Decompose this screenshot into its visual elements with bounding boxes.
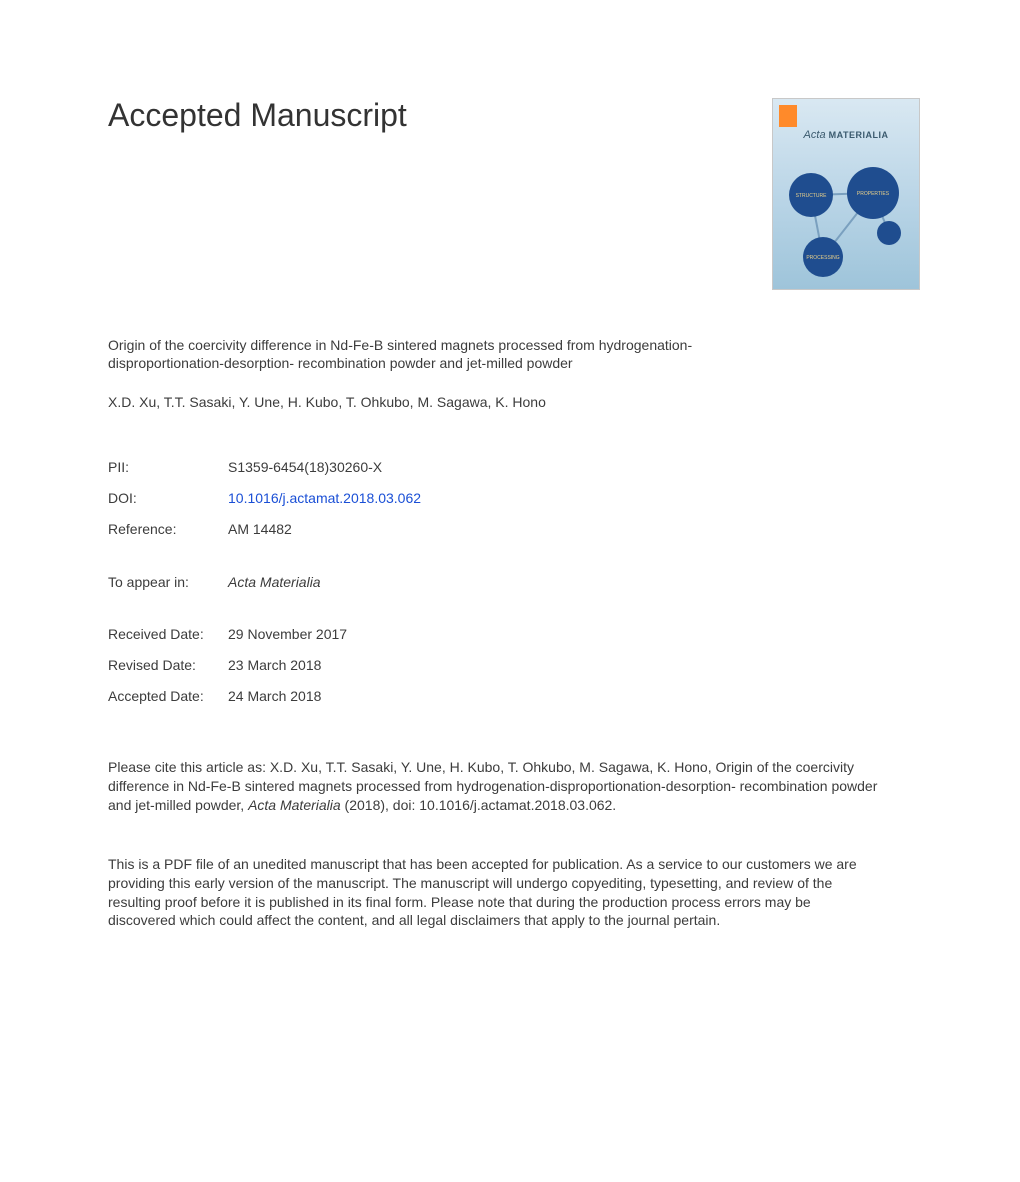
accepted-label: Accepted Date: bbox=[108, 687, 228, 706]
doi-label: DOI: bbox=[108, 489, 228, 508]
accepted-value: 24 March 2018 bbox=[228, 687, 321, 706]
revised-row: Revised Date: 23 March 2018 bbox=[108, 650, 920, 681]
svg-text:PROPERTIES: PROPERTIES bbox=[857, 191, 890, 197]
received-label: Received Date: bbox=[108, 625, 228, 644]
toappear-row: To appear in: Acta Materialia bbox=[108, 567, 920, 598]
toappear-label: To appear in: bbox=[108, 573, 228, 592]
metadata-block: PII: S1359-6454(18)30260-X DOI: 10.1016/… bbox=[108, 452, 920, 712]
pii-value: S1359-6454(18)30260-X bbox=[228, 458, 382, 477]
page-heading: Accepted Manuscript bbox=[108, 98, 407, 133]
reference-label: Reference: bbox=[108, 520, 228, 539]
svg-text:PROCESSING: PROCESSING bbox=[806, 255, 839, 261]
authors-list: X.D. Xu, T.T. Sasaki, Y. Une, H. Kubo, T… bbox=[108, 393, 708, 412]
svg-text:STRUCTURE: STRUCTURE bbox=[796, 193, 827, 199]
article-title: Origin of the coercivity difference in N… bbox=[108, 336, 708, 373]
doi-link[interactable]: 10.1016/j.actamat.2018.03.062 bbox=[228, 489, 421, 508]
citation-paragraph: Please cite this article as: X.D. Xu, T.… bbox=[108, 758, 880, 815]
reference-row: Reference: AM 14482 bbox=[108, 514, 920, 545]
citation-suffix: (2018), doi: 10.1016/j.actamat.2018.03.0… bbox=[341, 797, 617, 813]
journal-cover-thumbnail: Acta MATERIALIA STRUCTURE PROPERTIES PRO… bbox=[772, 98, 920, 290]
doi-row: DOI: 10.1016/j.actamat.2018.03.062 bbox=[108, 483, 920, 514]
revised-value: 23 March 2018 bbox=[228, 656, 321, 675]
publisher-mark-icon bbox=[779, 105, 797, 127]
toappear-value: Acta Materialia bbox=[228, 573, 321, 592]
pii-row: PII: S1359-6454(18)30260-X bbox=[108, 452, 920, 483]
pii-label: PII: bbox=[108, 458, 228, 477]
journal-title-prefix: Acta bbox=[804, 129, 826, 141]
revised-label: Revised Date: bbox=[108, 656, 228, 675]
journal-title-on-cover: Acta MATERIALIA bbox=[773, 129, 919, 141]
disclaimer-paragraph: This is a PDF file of an unedited manusc… bbox=[108, 855, 880, 931]
accepted-row: Accepted Date: 24 March 2018 bbox=[108, 681, 920, 712]
cover-diagram-icon: STRUCTURE PROPERTIES PROCESSING bbox=[773, 153, 920, 283]
citation-journal: Acta Materialia bbox=[248, 797, 341, 813]
received-value: 29 November 2017 bbox=[228, 625, 347, 644]
received-row: Received Date: 29 November 2017 bbox=[108, 619, 920, 650]
reference-value: AM 14482 bbox=[228, 520, 292, 539]
journal-title-suffix: MATERIALIA bbox=[829, 130, 889, 140]
